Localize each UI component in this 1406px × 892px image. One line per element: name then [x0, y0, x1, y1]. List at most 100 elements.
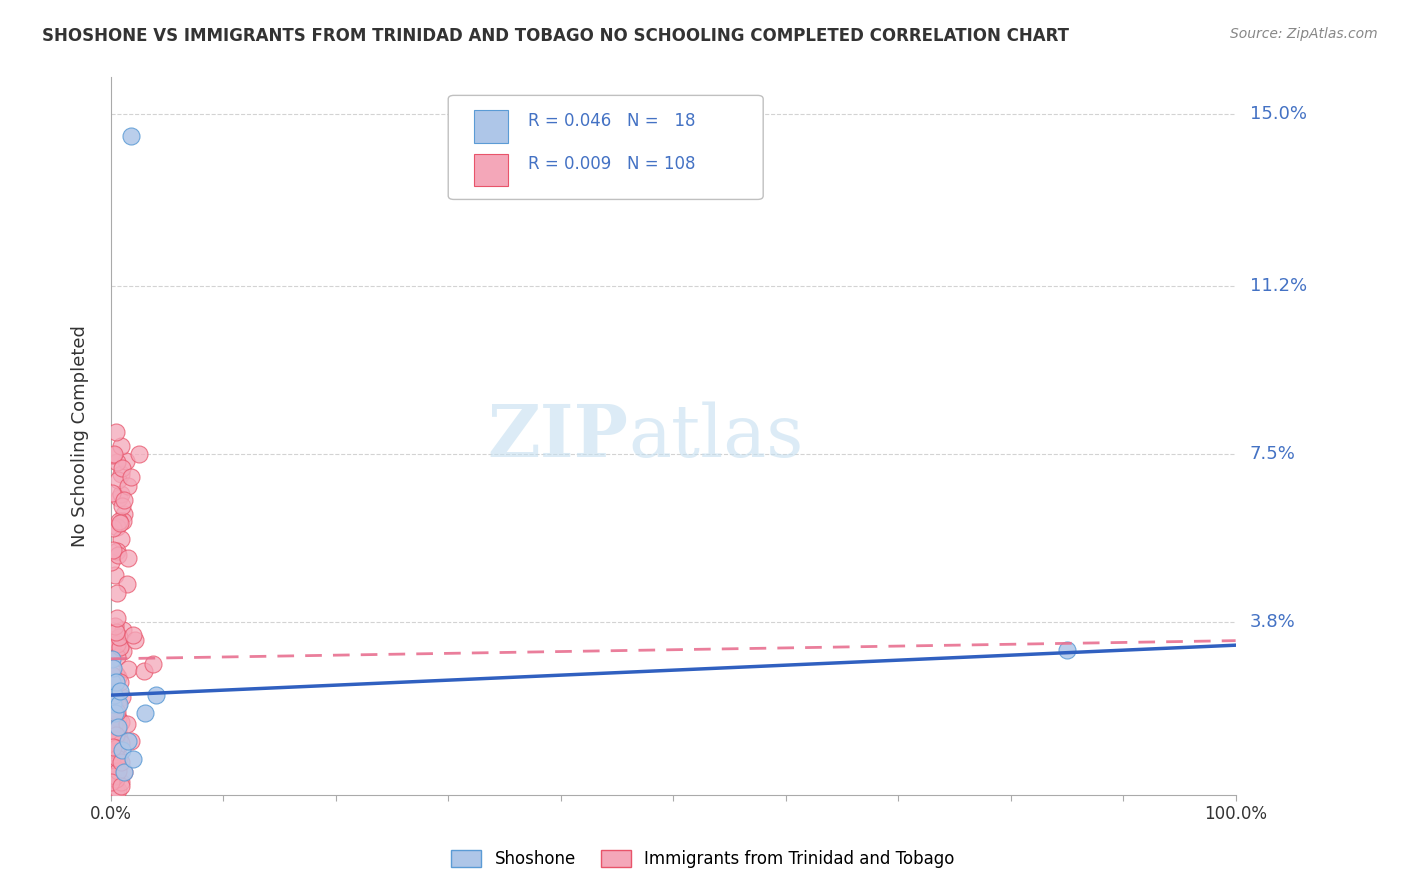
Point — [104, 783, 127, 797]
Point — [117, 733, 139, 747]
Point — [112, 507, 135, 521]
Text: Source: ZipAtlas.com: Source: ZipAtlas.com — [1230, 27, 1378, 41]
Point — [107, 724, 129, 739]
Point — [108, 640, 131, 654]
Point — [111, 742, 134, 756]
Point — [105, 637, 128, 651]
Point — [101, 710, 124, 724]
Text: ZIP: ZIP — [488, 401, 628, 472]
Point — [107, 764, 129, 779]
Point — [111, 644, 134, 658]
Point — [105, 706, 128, 720]
Point — [108, 640, 131, 654]
Text: R = 0.046   N =   18: R = 0.046 N = 18 — [529, 112, 696, 129]
Point — [115, 577, 138, 591]
Point — [110, 774, 132, 789]
Point — [117, 479, 139, 493]
Y-axis label: No Schooling Completed: No Schooling Completed — [72, 326, 89, 547]
Point — [105, 674, 128, 689]
Point — [111, 514, 134, 528]
Point — [107, 697, 129, 711]
Point — [110, 755, 132, 769]
Point — [107, 711, 129, 725]
Bar — [474, 111, 508, 143]
Point — [103, 717, 125, 731]
Point — [104, 568, 127, 582]
Point — [122, 628, 145, 642]
Point — [105, 543, 128, 558]
Point — [105, 586, 128, 600]
Text: R = 0.009   N = 108: R = 0.009 N = 108 — [529, 155, 696, 173]
Point — [108, 516, 131, 530]
Point — [101, 727, 124, 741]
Point — [104, 624, 127, 639]
Point — [145, 688, 167, 702]
Point — [107, 473, 129, 487]
Point — [105, 425, 128, 439]
Point — [110, 715, 132, 730]
Point — [101, 694, 124, 708]
Point — [104, 727, 127, 741]
Point — [105, 642, 128, 657]
Point — [1056, 642, 1078, 657]
Point — [112, 764, 135, 779]
Point — [101, 767, 124, 781]
Point — [105, 751, 128, 765]
Point — [107, 670, 129, 684]
Point — [111, 624, 134, 638]
Point — [120, 470, 142, 484]
Bar — [474, 153, 508, 186]
Point — [134, 665, 156, 679]
Point — [104, 700, 127, 714]
Point — [105, 764, 128, 778]
Point — [115, 453, 138, 467]
Point — [101, 543, 124, 558]
Point — [101, 638, 124, 652]
Point — [103, 752, 125, 766]
FancyBboxPatch shape — [449, 95, 763, 200]
Point — [101, 449, 124, 463]
Point — [142, 657, 165, 671]
Point — [105, 772, 128, 786]
Legend: Shoshone, Immigrants from Trinidad and Tobago: Shoshone, Immigrants from Trinidad and T… — [444, 843, 962, 875]
Point — [108, 683, 131, 698]
Point — [107, 548, 129, 562]
Point — [105, 705, 128, 719]
Point — [100, 699, 122, 714]
Point — [100, 775, 122, 789]
Point — [110, 779, 132, 793]
Point — [101, 661, 124, 675]
Point — [108, 674, 131, 689]
Point — [104, 618, 127, 632]
Point — [105, 455, 128, 469]
Point — [101, 735, 124, 749]
Point — [115, 717, 138, 731]
Point — [107, 783, 129, 797]
Text: 15.0%: 15.0% — [1250, 104, 1306, 123]
Point — [112, 765, 135, 780]
Point — [107, 698, 129, 713]
Point — [111, 461, 134, 475]
Point — [100, 683, 122, 698]
Point — [108, 491, 131, 505]
Point — [108, 514, 131, 528]
Text: 7.5%: 7.5% — [1250, 445, 1295, 464]
Point — [101, 652, 124, 666]
Point — [111, 690, 134, 705]
Point — [117, 550, 139, 565]
Point — [100, 742, 122, 756]
Point — [104, 733, 127, 747]
Point — [107, 731, 129, 745]
Point — [108, 738, 131, 752]
Point — [101, 739, 124, 754]
Point — [100, 735, 122, 749]
Point — [105, 650, 128, 665]
Point — [104, 666, 127, 681]
Point — [101, 756, 124, 771]
Point — [101, 768, 124, 782]
Text: 11.2%: 11.2% — [1250, 277, 1306, 295]
Point — [105, 611, 128, 625]
Text: atlas: atlas — [628, 401, 804, 472]
Point — [104, 632, 127, 646]
Point — [104, 760, 127, 774]
